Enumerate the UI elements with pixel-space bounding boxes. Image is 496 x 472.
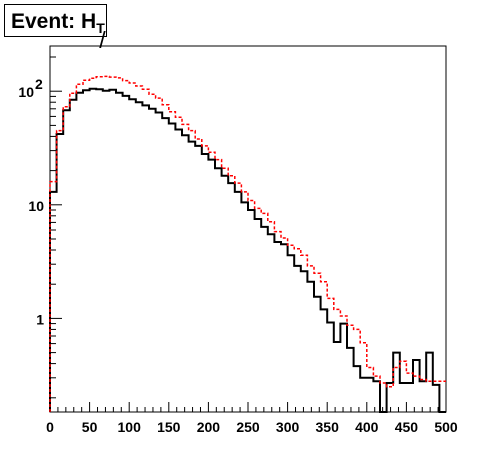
series-red-dashed	[49, 75, 446, 412]
x-tick-label: 150	[157, 419, 181, 435]
series-black-solid	[49, 87, 446, 413]
x-tick-label: 250	[236, 419, 260, 435]
y-tick-exponent: 2	[35, 76, 43, 92]
x-tick-label: 350	[316, 419, 340, 435]
x-tick-label: 0	[46, 419, 54, 435]
series-layer	[49, 75, 446, 413]
x-tick-label: 450	[395, 419, 419, 435]
x-tick-label: 500	[434, 419, 458, 435]
y-tick-label: 10	[28, 198, 44, 214]
x-tick-label: 400	[355, 419, 379, 435]
title-subscript: T	[96, 20, 105, 37]
title-box: Event: H / T	[4, 4, 107, 53]
y-tick-label: 1	[36, 311, 44, 327]
x-tick-label: 300	[276, 419, 300, 435]
x-tick-label: 50	[82, 419, 98, 435]
plot-frame	[49, 45, 447, 413]
y-tick-label: 10	[18, 84, 34, 100]
x-tick-label: 200	[197, 419, 221, 435]
title-slash: /	[99, 27, 106, 53]
title-main: Event: H	[11, 10, 97, 33]
x-tick-label: 100	[118, 419, 142, 435]
x-axis: 0 50 100 150 200 250 300 350 400 450 500	[46, 402, 458, 435]
